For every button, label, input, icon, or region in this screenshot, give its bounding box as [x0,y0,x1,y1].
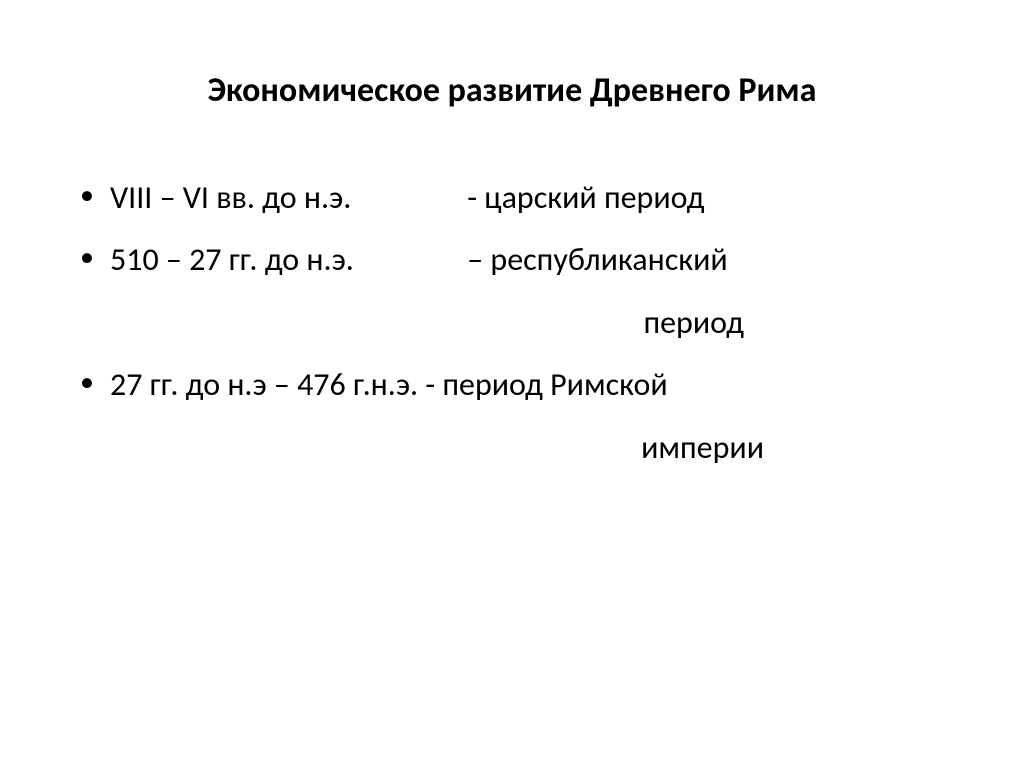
period-dates: 510 – 27 гг. до н.э. [110,233,460,287]
separator: - [460,178,484,217]
list-item: 510 – 27 гг. до н.э. – республиканский [80,233,964,287]
continuation-line: период [80,296,964,350]
period-label: период Римской [442,365,667,404]
continuation-line: империи [80,421,964,475]
list-item: VIII – VI вв. до н.э. - царский период [80,171,964,225]
list-item: 27 гг. до н.э – 476 г.н.э. - период Римс… [80,358,964,412]
separator: - [418,365,442,404]
bullet-list: VIII – VI вв. до н.э. - царский период 5… [60,171,964,475]
slide-title: Экономическое развитие Древнего Рима [60,70,964,111]
separator: – [460,240,490,279]
period-dates: 27 гг. до н.э – 476 г.н.э. [110,365,418,404]
period-dates: VIII – VI вв. до н.э. [110,171,460,225]
period-label: царский период [484,178,704,217]
period-label: республиканский [490,240,727,279]
